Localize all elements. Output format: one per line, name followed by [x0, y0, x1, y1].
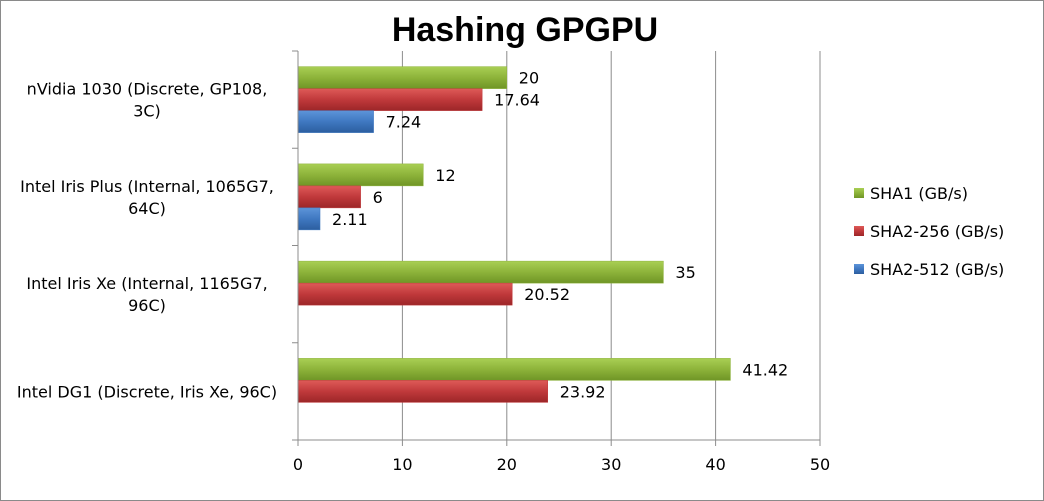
category-label: Intel DG1 (Discrete, Iris Xe, 96C): [17, 382, 277, 401]
x-tick-label: 50: [810, 455, 830, 474]
legend-label: SHA1 (GB/s): [870, 184, 968, 203]
bars: [297, 66, 731, 403]
chart-title: Hashing GPGPU: [392, 11, 658, 49]
data-label: 17.64: [494, 91, 540, 110]
bar-sha2-256: [297, 380, 548, 403]
x-tick-label: 0: [293, 455, 303, 474]
data-label: 20: [519, 69, 539, 88]
bar-sha2-256: [297, 88, 483, 111]
data-label: 6: [373, 188, 383, 207]
bar-sha2-512: [297, 110, 374, 133]
bar-sha1: [297, 260, 664, 284]
bar-sha2-512: [297, 207, 321, 231]
legend: SHA1 (GB/s) SHA2-256 (GB/s) SHA2-512 (GB/s…: [854, 184, 1004, 279]
category-label: Intel Iris Xe (Internal, 1165G7, 96C): [26, 274, 267, 315]
data-label: 7.24: [386, 113, 422, 132]
category-label: Intel Iris Plus (Internal, 1065G7, 64C): [20, 177, 274, 218]
data-label: 20.52: [524, 285, 570, 304]
x-tick-label: 40: [705, 455, 725, 474]
x-tick-label: 30: [601, 455, 621, 474]
data-label: 2.11: [332, 210, 368, 229]
bar-sha2-256: [297, 282, 513, 306]
data-label: 23.92: [560, 382, 606, 401]
bar-sha1: [297, 66, 508, 89]
axes: 0 10 20 30 40 50 nVidia 1030 (Discrete, GP108,…: [17, 50, 830, 474]
bar-sha2-256: [297, 185, 361, 209]
bar-sha1: [297, 358, 731, 381]
x-tick-label: 20: [497, 455, 517, 474]
legend-swatch: [854, 264, 864, 274]
legend-label: SHA2-512 (GB/s): [870, 260, 1004, 279]
data-labels: 20 17.64 7.24 12 6 2.11 35 20.52 41.42 23.92: [332, 69, 788, 402]
legend-swatch: [854, 226, 864, 236]
data-label: 12: [435, 166, 455, 185]
legend-label: SHA2-256 (GB/s): [870, 222, 1004, 241]
data-label: 41.42: [742, 360, 788, 379]
bar-sha1: [297, 163, 424, 187]
category-label: nVidia 1030 (Discrete, GP108, 3C): [27, 80, 268, 121]
x-tick-label: 10: [392, 455, 412, 474]
data-label: 35: [675, 263, 695, 282]
legend-swatch: [854, 188, 864, 198]
